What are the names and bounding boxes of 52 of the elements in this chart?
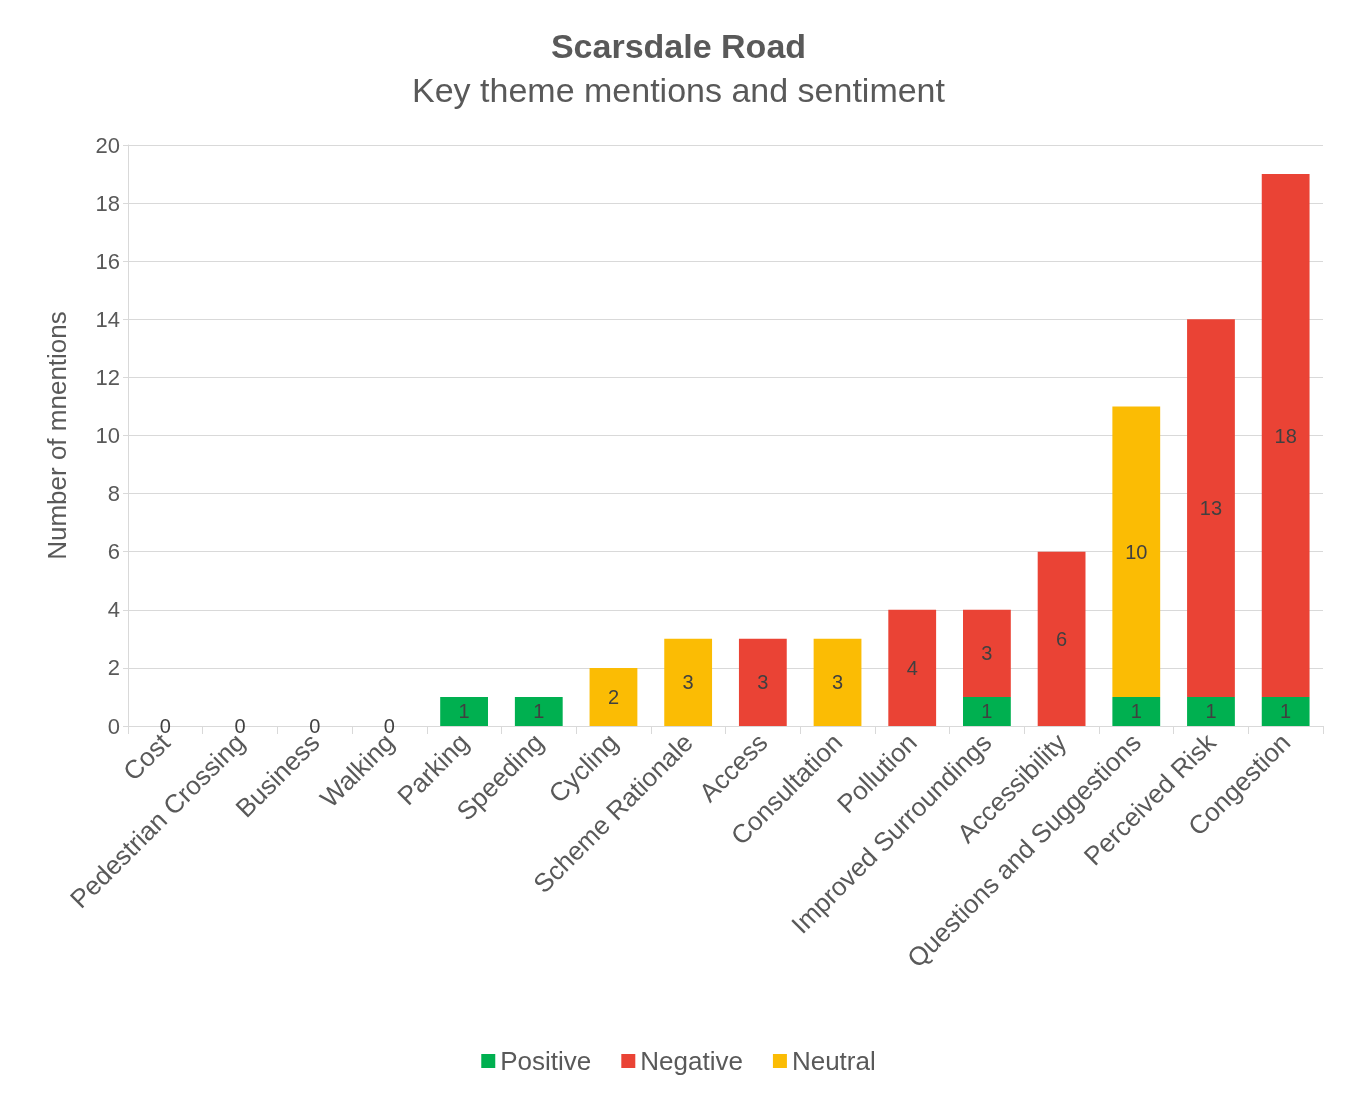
- chart-title: Scarsdale Road: [550, 27, 807, 65]
- bar: [1112, 696, 1161, 726]
- data-label: 3: [981, 642, 993, 665]
- y-tick-label: 20: [95, 132, 120, 158]
- bar: [1261, 174, 1310, 697]
- y-tick-label: 16: [95, 248, 120, 274]
- bar: [813, 638, 862, 726]
- y-tick-label: 18: [95, 190, 120, 216]
- data-label: 0: [309, 715, 321, 737]
- bar: [1261, 696, 1310, 726]
- data-label: 1: [533, 700, 545, 723]
- data-label: 4: [906, 656, 918, 679]
- data-label: 13: [1199, 497, 1223, 520]
- bar: [1037, 551, 1086, 726]
- bar: [1187, 319, 1235, 697]
- bar: [963, 696, 1011, 726]
- y-tick-label: 12: [95, 364, 120, 390]
- bar: [1187, 696, 1235, 726]
- data-label: 1: [458, 700, 470, 723]
- data-label: 3: [757, 671, 769, 694]
- data-label: 2: [607, 685, 620, 708]
- data-label: 1: [1280, 700, 1292, 723]
- y-tick-label: 10: [95, 423, 120, 448]
- legend-label: Neutral: [791, 1046, 876, 1076]
- bar: [440, 696, 488, 726]
- bar: [738, 638, 787, 726]
- y-axis-title: Number of mnentions: [42, 311, 72, 560]
- chart-subtitle: Key theme mentions and sentiment: [412, 71, 946, 109]
- data-label: 1: [1130, 700, 1142, 723]
- data-label: 3: [831, 671, 844, 694]
- y-tick-label: 0: [107, 713, 120, 739]
- bar: [589, 667, 638, 726]
- y-tick-label: 14: [95, 306, 120, 332]
- data-label: 0: [383, 715, 395, 737]
- data-label: 1: [1205, 700, 1217, 723]
- data-label: 6: [1056, 627, 1068, 650]
- bar: [963, 609, 1011, 697]
- bar: [888, 609, 937, 726]
- legend-label: Negative: [640, 1046, 743, 1076]
- y-tick-label: 6: [107, 539, 120, 565]
- y-tick-label: 4: [107, 597, 120, 623]
- data-label: 3: [682, 671, 694, 694]
- data-label: 0: [234, 715, 246, 737]
- bar: [514, 696, 563, 726]
- y-tick-label: 2: [107, 655, 120, 681]
- data-label: 18: [1274, 424, 1297, 447]
- legend-label: Positive: [500, 1046, 592, 1076]
- data-label: 1: [981, 700, 993, 723]
- bar: [1112, 406, 1161, 697]
- bar: [664, 638, 713, 726]
- y-tick-label: 8: [107, 481, 120, 507]
- data-label: 10: [1125, 540, 1148, 563]
